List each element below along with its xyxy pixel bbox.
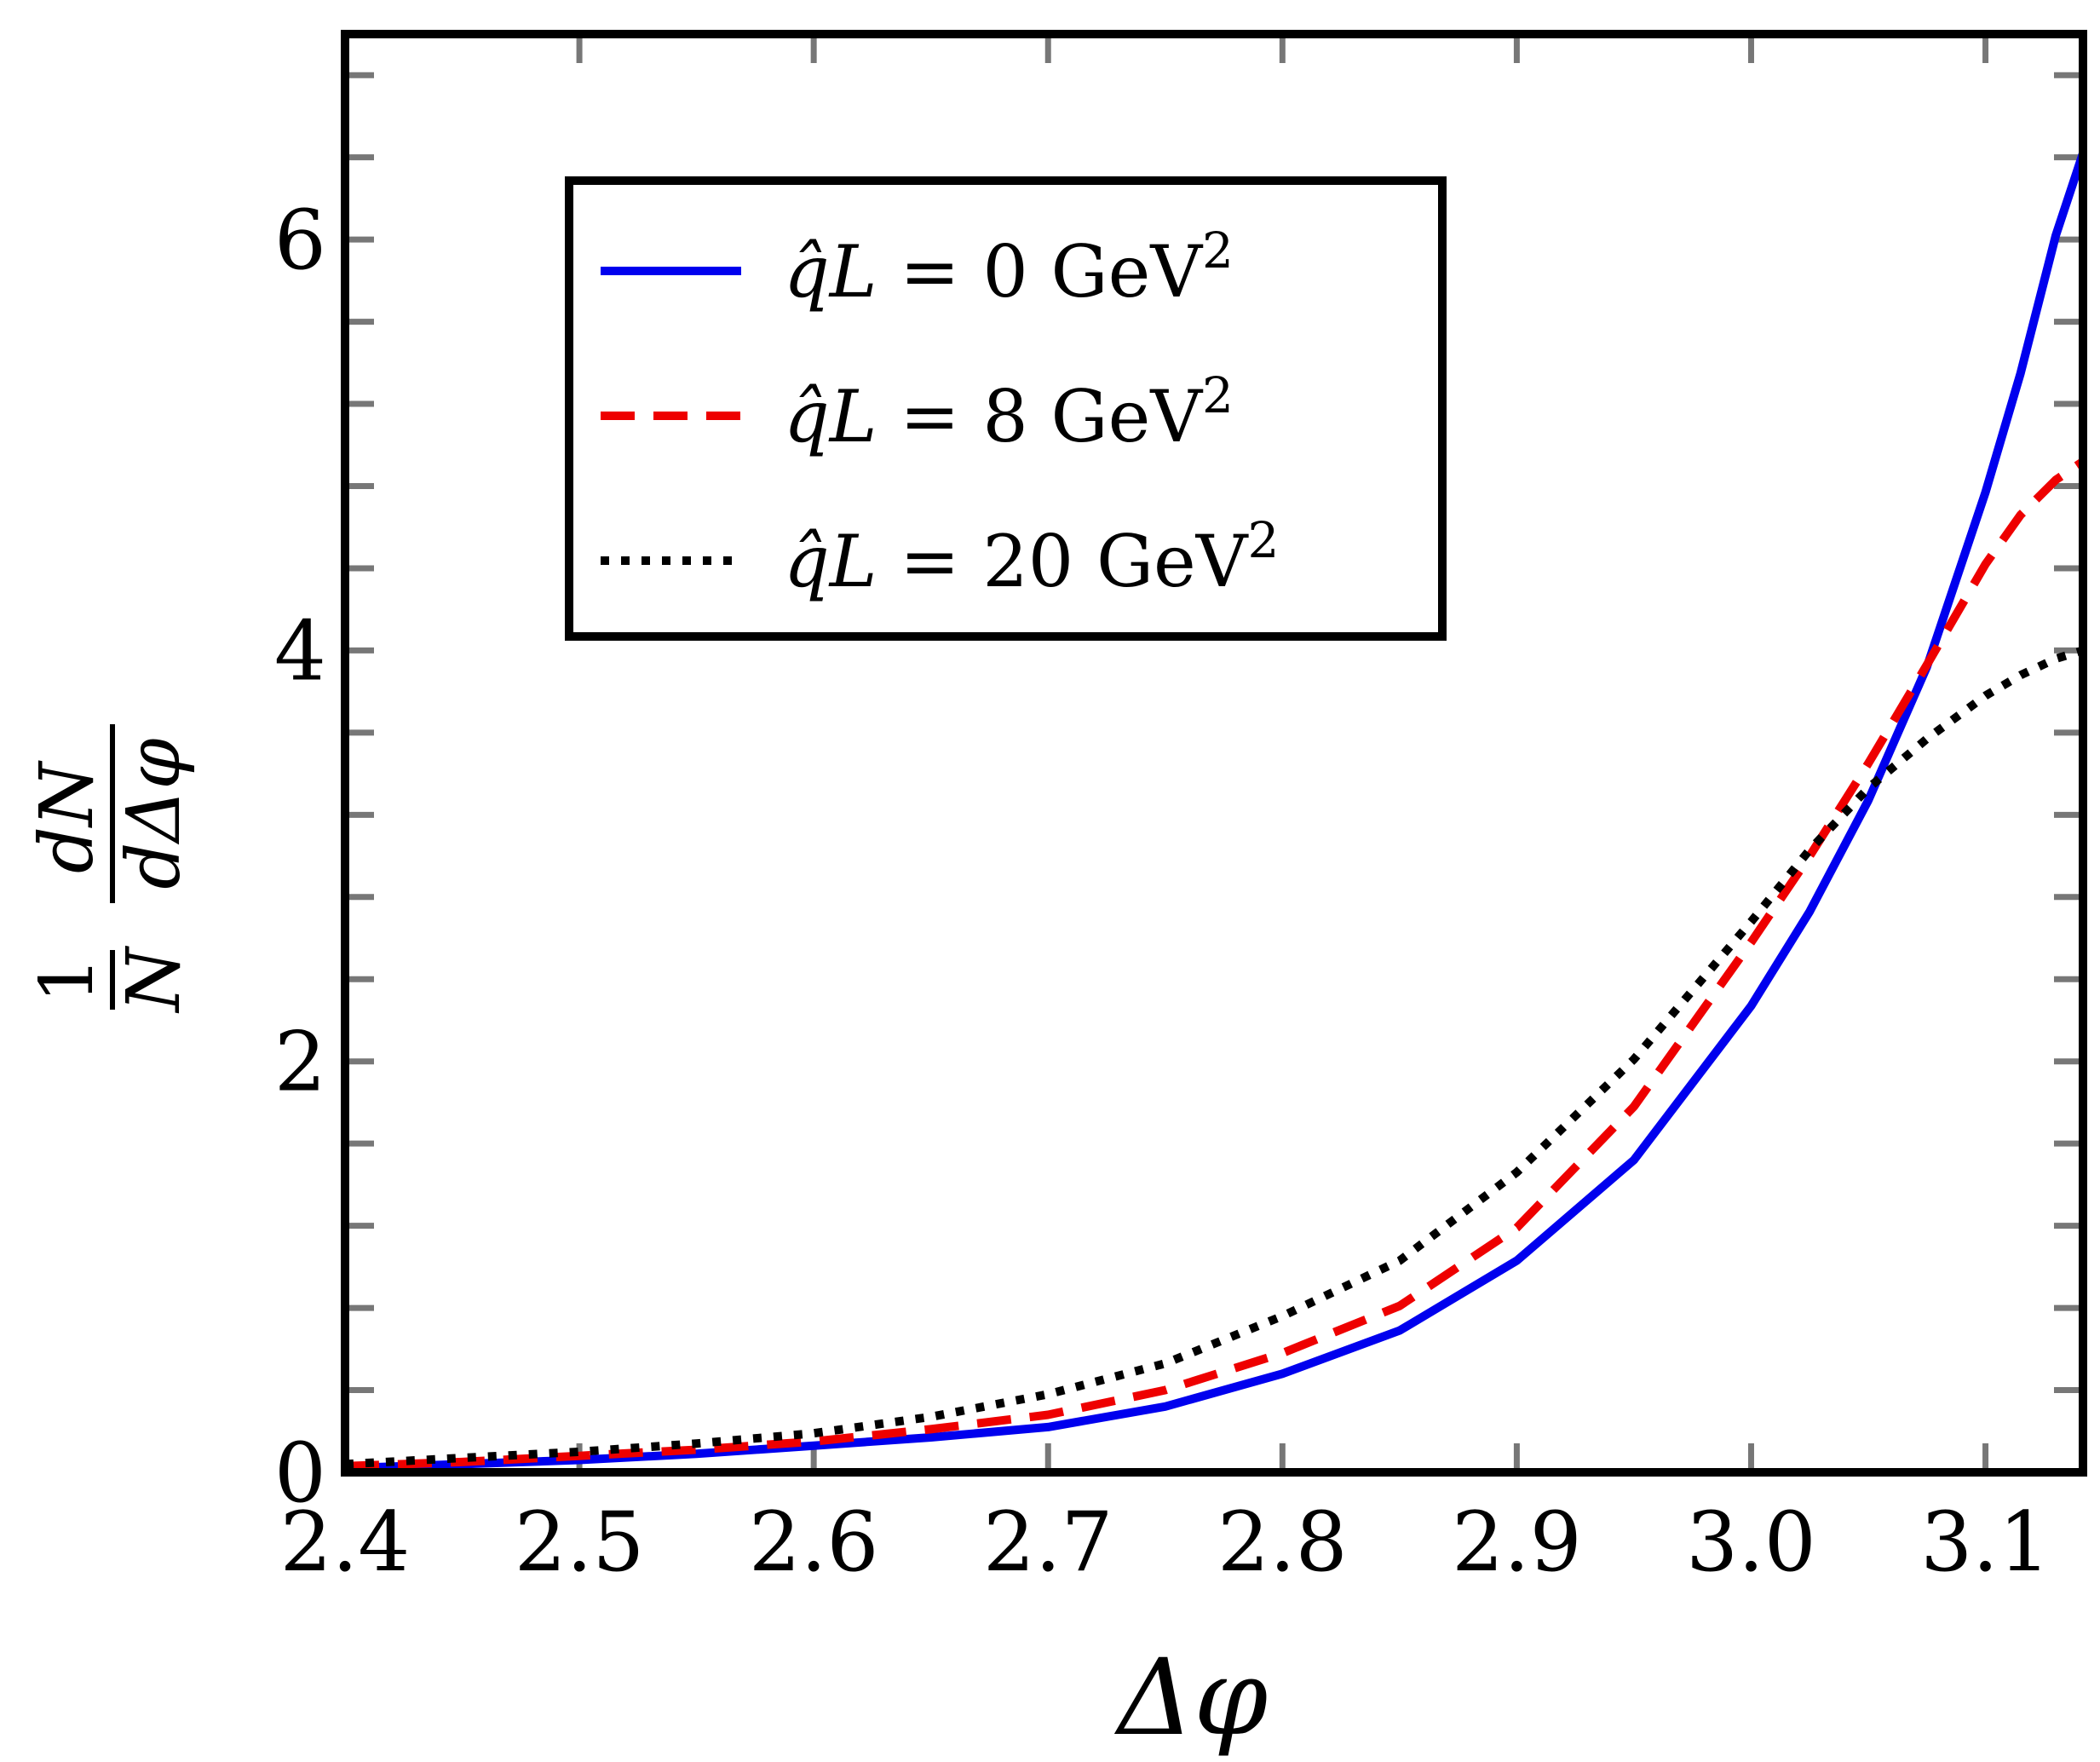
x-tick-label: 2.4 [280,1494,411,1590]
x-tick-label: 3.1 [1920,1494,2051,1590]
legend-label-1: q̂L = 0 GeV2 [784,222,1234,314]
legend-label-2: q̂L = 8 GeV2 [784,366,1234,458]
series-layer [344,152,2087,1473]
plot-frame [341,30,2087,1477]
x-tick-label: 3.0 [1686,1494,1816,1590]
series-line-2 [344,458,2086,1471]
legend: q̂L = 0 GeV2 q̂L = 8 GeV2 q̂L = 20 GeV2 [565,176,1447,641]
y-title-n: N [112,946,197,1014]
tick-marks [345,34,2083,1472]
legend-label-3: q̂L = 20 GeV2 [784,511,1279,603]
series-line-3 [344,646,2085,1469]
x-tick-label: 2.8 [1217,1494,1348,1590]
x-axis-title: Δφ [1114,1637,1269,1759]
y-title-one: 1 [25,957,110,1004]
x-tick-label: 2.6 [749,1494,879,1590]
x-tick-label: 2.5 [515,1494,645,1590]
y-tick-label: 0 [274,1425,326,1521]
y-title-dn: dN [25,760,110,873]
y-axis-title: 1 N dN dΔφ [25,724,197,1014]
x-tick-label: 2.9 [1452,1494,1582,1590]
y-title-ddphi: dΔφ [112,738,197,889]
x-tick-label: 2.7 [983,1494,1113,1590]
y-tick-labels: 0 2 4 6 [274,193,326,1521]
x-tick-labels: 2.4 2.5 2.6 2.7 2.8 2.9 3.0 3.1 [280,1494,2051,1590]
y-tick-label: 4 [274,603,326,699]
y-tick-label: 2 [274,1015,326,1110]
y-tick-label: 6 [274,193,326,288]
legend-frame [565,176,1447,641]
